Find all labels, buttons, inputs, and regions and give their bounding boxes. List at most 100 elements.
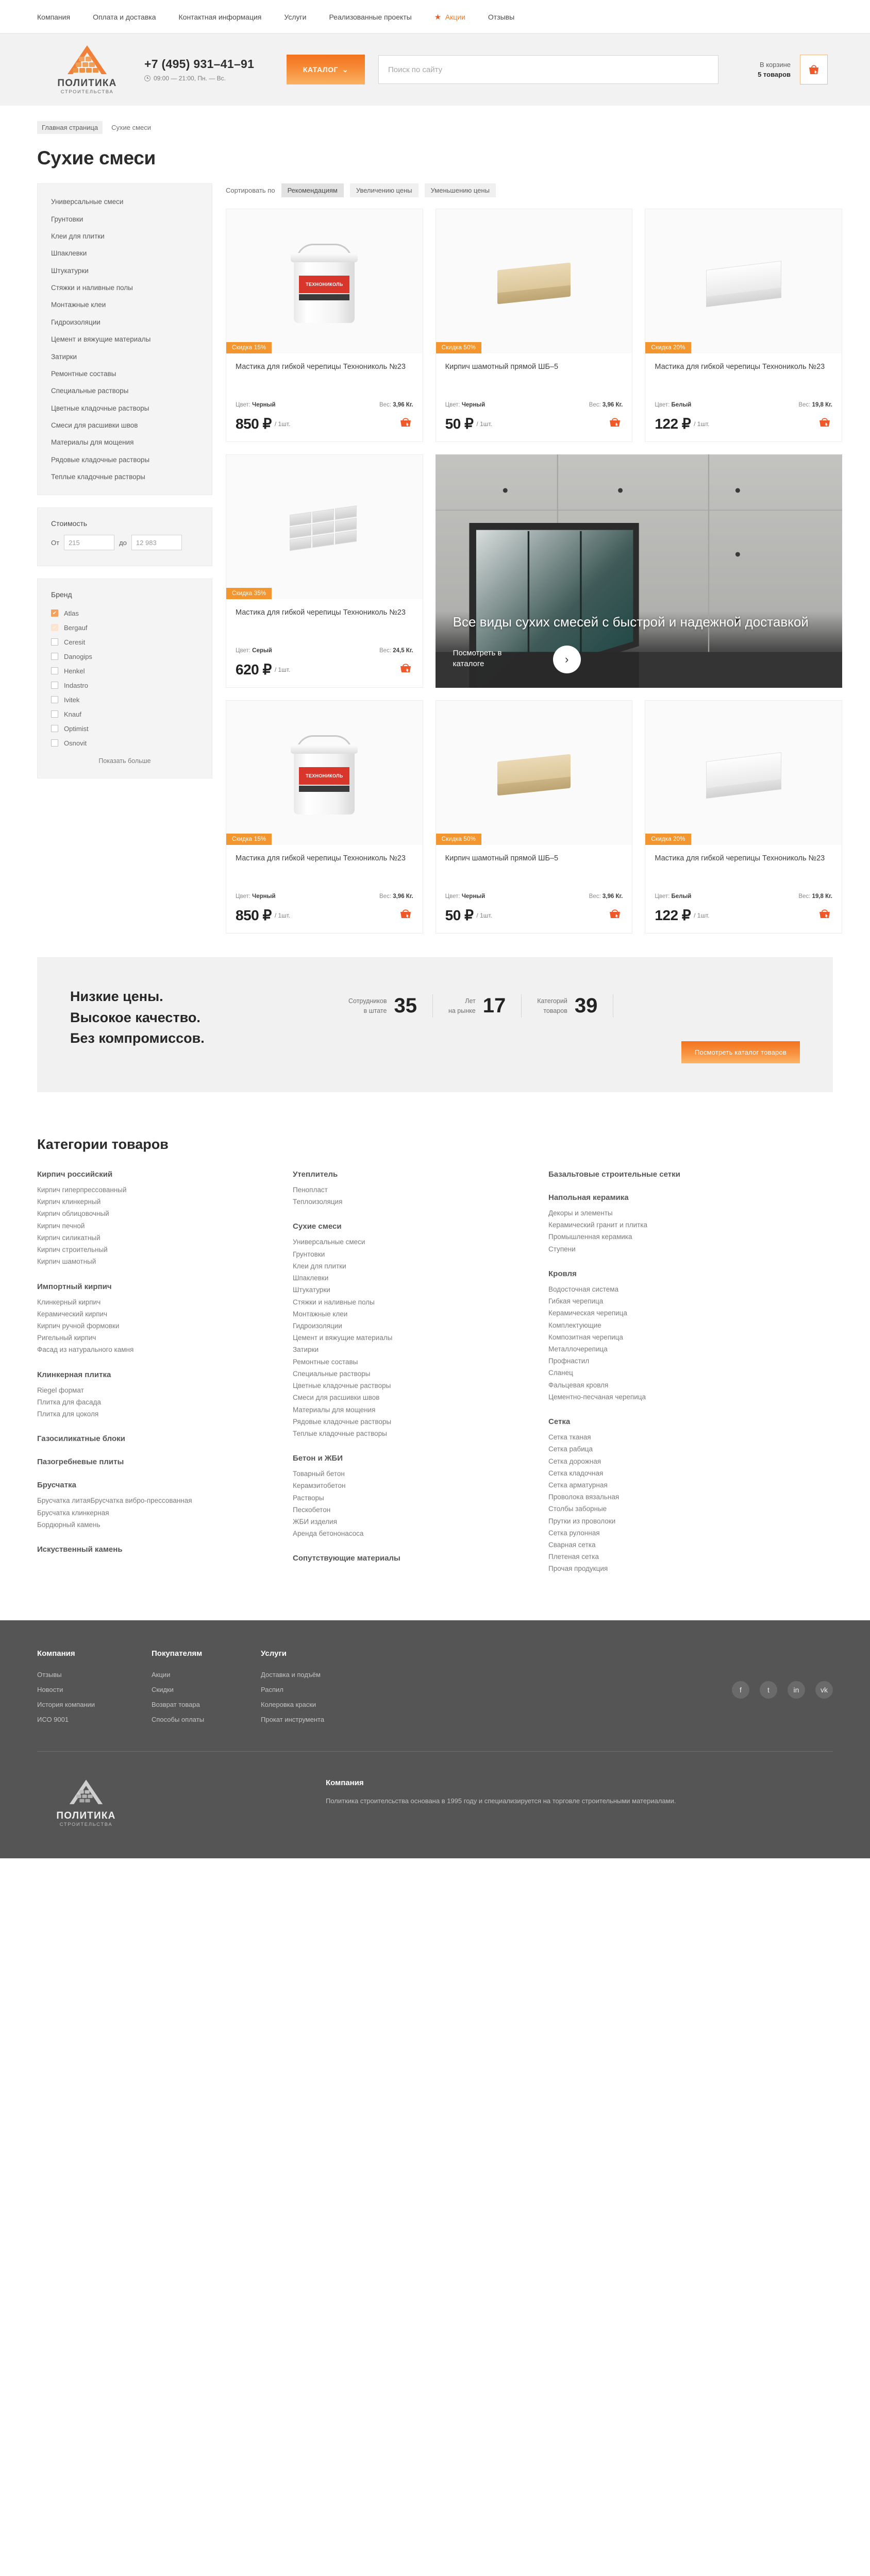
category-link-0[interactable]: Водосточная система xyxy=(548,1285,619,1293)
category-link-0[interactable]: Riegel формат xyxy=(37,1386,84,1394)
brand-filter-item-7[interactable]: Knauf xyxy=(51,707,198,721)
category-link-11[interactable]: Специальные растворы xyxy=(293,1369,371,1378)
brand-filter-item-1[interactable]: ✔ Bergauf xyxy=(51,620,198,635)
product-card[interactable]: ТЕХНОНИКОЛЬ Скидка 15% Мастика для гибкой … xyxy=(226,700,423,934)
category-link-6[interactable]: Столбы заборные xyxy=(548,1505,607,1513)
category-group-heading[interactable]: Газосиликатные блоки xyxy=(37,1434,125,1444)
add-to-cart-button[interactable] xyxy=(607,907,623,923)
category-link-16[interactable]: Теплые кладочные растворы xyxy=(293,1429,387,1437)
checkbox-icon[interactable] xyxy=(51,638,58,646)
category-group-heading[interactable]: Напольная керамика xyxy=(548,1193,629,1202)
add-to-cart-button[interactable] xyxy=(398,907,413,923)
category-link-2[interactable]: Промышленная керамика xyxy=(548,1233,632,1241)
category-link-1[interactable]: Кирпич клинкерный xyxy=(37,1198,101,1206)
sidebar-category-2[interactable]: Клеи для плитки xyxy=(51,232,105,240)
category-link-4[interactable]: Сетка арматурная xyxy=(548,1481,608,1489)
checkbox-icon[interactable] xyxy=(51,725,58,733)
product-card[interactable]: Скидка 20% Мастика для гибкой черепицы Те… xyxy=(645,209,842,442)
category-link-1[interactable]: Керамический гранит и плитка xyxy=(548,1221,648,1229)
promo-banner[interactable]: Все виды сухих смесей с быстрой и надежн… xyxy=(435,454,842,688)
product-image-area[interactable]: Скидка 35% xyxy=(226,455,423,599)
sidebar-category-6[interactable]: Монтажные клеи xyxy=(51,301,106,309)
category-link-1[interactable]: Керамзитобетон xyxy=(293,1482,346,1490)
category-link-4[interactable]: Штукатурки xyxy=(293,1286,330,1294)
sidebar-category-16[interactable]: Теплые кладочные растворы xyxy=(51,473,145,481)
top-nav-item-5[interactable]: ★ Акции xyxy=(434,13,465,21)
category-link-2[interactable]: Растворы xyxy=(293,1494,324,1502)
category-link-1[interactable]: Гибкая черепица xyxy=(548,1297,604,1306)
category-link-5[interactable]: Стяжки и наливные полы xyxy=(293,1298,375,1306)
show-more-brands-link[interactable]: Показать больше xyxy=(98,757,151,765)
category-group-heading[interactable]: Пазогребневые плиты xyxy=(37,1458,124,1467)
product-image-area[interactable]: ТЕХНОНИКОЛЬ Скидка 15% xyxy=(226,209,423,353)
category-link-1[interactable]: Грунтовки xyxy=(293,1250,325,1258)
sidebar-category-8[interactable]: Цемент и вяжущие материалы xyxy=(51,335,151,344)
category-link-1[interactable]: Плитка для фасада xyxy=(37,1398,101,1406)
checkbox-icon[interactable] xyxy=(51,710,58,718)
product-card[interactable]: Скидка 35% Мастика для гибкой черепицы Те… xyxy=(226,454,423,688)
linkedin-icon[interactable]: in xyxy=(788,1681,805,1699)
category-link-3[interactable]: Пескобетон xyxy=(293,1505,331,1514)
category-link-3[interactable]: Сетка кладочная xyxy=(548,1469,604,1477)
category-link-6[interactable]: Кирпич шамотный xyxy=(37,1258,96,1266)
category-link-4[interactable]: Фасад из натурального камня xyxy=(37,1346,134,1354)
site-logo[interactable]: ПОЛИТИКА СТРОИТЕЛЬСТВА xyxy=(43,44,131,95)
category-link-5[interactable]: Металлочерепица xyxy=(548,1345,608,1353)
add-to-cart-button[interactable] xyxy=(817,907,832,923)
category-link-0[interactable]: Клинкерный кирпич xyxy=(37,1298,101,1306)
category-link-0[interactable]: Кирпич гиперпрессованный xyxy=(37,1186,127,1194)
category-link-2[interactable]: Бордюрный камень xyxy=(37,1520,101,1529)
product-card[interactable]: ТЕХНОНИКОЛЬ Скидка 15% Мастика для гибкой … xyxy=(226,209,423,442)
category-link-3[interactable]: Кирпич печной xyxy=(37,1222,85,1230)
footer-link-3[interactable]: Способы оплаты xyxy=(152,1716,205,1724)
footer-link-0[interactable]: Акции xyxy=(152,1670,171,1679)
checkbox-icon[interactable] xyxy=(51,653,58,660)
top-nav-item-0[interactable]: Компания xyxy=(37,12,71,21)
sort-option-2[interactable]: Уменьшению цены xyxy=(424,183,496,197)
category-link-1[interactable]: Сетка рабица xyxy=(548,1445,593,1453)
category-link-1[interactable]: Брусчатка клинкерная xyxy=(37,1509,109,1517)
top-nav-item-2[interactable]: Контактная информация xyxy=(178,12,262,21)
category-group-heading[interactable]: Кирпич российский xyxy=(37,1170,113,1179)
category-group-heading[interactable]: Клинкерная плитка xyxy=(37,1370,111,1379)
add-to-cart-button[interactable] xyxy=(398,416,413,432)
footer-link-1[interactable]: Скидки xyxy=(152,1685,174,1693)
sidebar-category-10[interactable]: Ремонтные составы xyxy=(51,369,116,378)
sidebar-category-9[interactable]: Затирки xyxy=(51,352,77,361)
category-link-5[interactable]: Аренда бетононасоса xyxy=(293,1530,364,1538)
view-catalog-button[interactable]: Посмотреть каталог товаров xyxy=(681,1041,800,1063)
add-to-cart-button[interactable] xyxy=(398,662,413,677)
category-link-1[interactable]: Керамический кирпич xyxy=(37,1310,108,1318)
product-image-area[interactable]: Скидка 20% xyxy=(645,209,842,353)
category-link-9[interactable]: Затирки xyxy=(293,1346,319,1354)
top-nav-item-3[interactable]: Услуги xyxy=(284,12,307,21)
category-link-0[interactable]: Декоры и элементы xyxy=(548,1209,613,1217)
footer-link-0[interactable]: Доставка и подъём xyxy=(261,1670,321,1679)
category-link-2[interactable]: Клеи для плитки xyxy=(293,1262,346,1270)
category-link-1[interactable]: Теплоизоляция xyxy=(293,1198,343,1206)
category-link-0[interactable]: Пенопласт xyxy=(293,1186,328,1194)
brand-filter-item-0[interactable]: ✔ Atlas xyxy=(51,606,198,620)
product-image-area[interactable]: Скидка 20% xyxy=(645,701,842,845)
category-link-0[interactable]: Сетка тканая xyxy=(548,1433,591,1442)
footer-link-1[interactable]: Распил xyxy=(261,1685,283,1693)
category-group-heading[interactable]: Брусчатка xyxy=(37,1481,76,1490)
sidebar-category-1[interactable]: Грунтовки xyxy=(51,215,83,223)
category-group-heading[interactable]: Базальтовые строительные сетки xyxy=(548,1170,680,1179)
sidebar-category-7[interactable]: Гидроизоляции xyxy=(51,318,101,326)
category-link-2[interactable]: Сетка дорожная xyxy=(548,1457,601,1465)
category-group-heading[interactable]: Сопутствующие материалы xyxy=(293,1554,400,1563)
phone-number[interactable]: +7 (495) 931–41–91 xyxy=(144,57,255,71)
category-link-4[interactable]: Кирпич силикатный xyxy=(37,1233,101,1242)
category-group-heading[interactable]: Бетон и ЖБИ xyxy=(293,1454,343,1463)
category-link-7[interactable]: Прутки из проволоки xyxy=(548,1517,616,1525)
category-link-3[interactable]: Ступени xyxy=(548,1245,576,1253)
product-image-area[interactable]: ТЕХНОНИКОЛЬ Скидка 15% xyxy=(226,701,423,845)
category-link-8[interactable]: Цемент и вяжущие материалы xyxy=(293,1334,393,1342)
facebook-icon[interactable]: f xyxy=(732,1681,749,1699)
brand-filter-item-3[interactable]: Danogips xyxy=(51,649,198,664)
category-link-0[interactable]: Товарный бетон xyxy=(293,1470,345,1478)
category-link-14[interactable]: Материалы для мощения xyxy=(293,1405,376,1414)
sidebar-category-15[interactable]: Рядовые кладочные растворы xyxy=(51,455,150,464)
category-link-5[interactable]: Проволока вязальная xyxy=(548,1493,620,1501)
